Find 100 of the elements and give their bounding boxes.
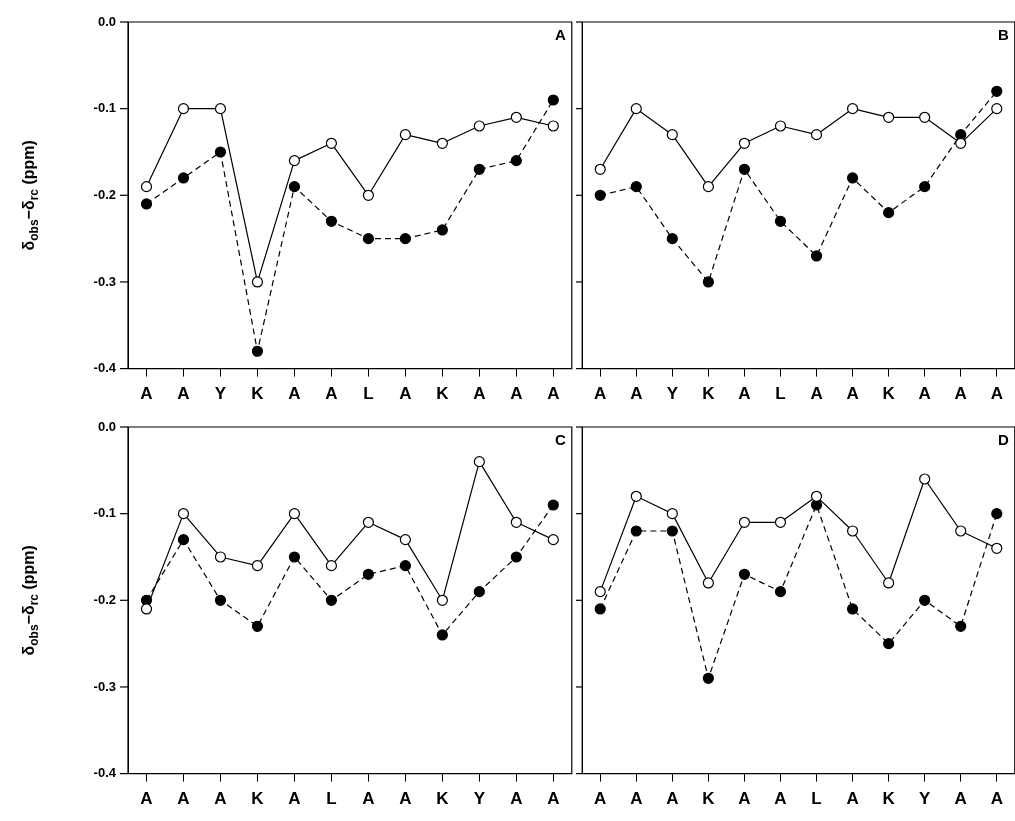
point	[436, 137, 448, 149]
x-tick-label: L	[363, 384, 374, 404]
x-tick-label: K	[882, 384, 896, 404]
point	[214, 103, 227, 115]
x-tick-label: A	[846, 789, 859, 809]
point	[399, 129, 411, 141]
point	[288, 181, 301, 193]
point	[883, 577, 895, 589]
x-tick-label: A	[666, 789, 679, 809]
y-axis-title: δobs−δrc (ppm)	[20, 140, 42, 251]
x-tick-label: K	[702, 789, 716, 809]
point	[362, 233, 374, 245]
point	[288, 508, 301, 520]
point	[774, 120, 787, 132]
chart-title: C	[554, 431, 566, 449]
point	[702, 181, 714, 193]
point	[251, 560, 264, 572]
point	[630, 103, 642, 115]
x-tick-label: A	[918, 384, 931, 404]
point	[883, 638, 895, 650]
x-tick-label: A	[547, 384, 560, 404]
point	[846, 103, 859, 115]
x-tick-label: Y	[214, 384, 227, 404]
point	[362, 568, 374, 580]
x-tick-label: A	[954, 384, 967, 404]
point	[594, 163, 606, 175]
y-tick-label: -0.3	[93, 678, 116, 694]
chart-title: B	[997, 26, 1009, 44]
x-tick-label: L	[775, 384, 786, 404]
point	[547, 534, 559, 546]
point	[774, 586, 787, 598]
point	[810, 129, 823, 141]
x-tick-label: K	[436, 384, 450, 404]
x-tick-label: L	[326, 789, 337, 809]
x-tick-label: Y	[473, 789, 486, 809]
point	[991, 508, 1003, 520]
x-tick-label: A	[990, 789, 1003, 809]
point	[955, 525, 967, 537]
point	[738, 137, 751, 149]
point	[702, 577, 714, 589]
point	[325, 594, 338, 606]
y-tick-label: -0.1	[93, 100, 116, 116]
point	[473, 120, 485, 132]
point	[810, 250, 823, 262]
x-tick-label: A	[214, 789, 227, 809]
chart-title: D	[997, 431, 1009, 449]
x-tick-label: K	[251, 789, 265, 809]
point	[473, 586, 485, 598]
x-tick-label: A	[738, 789, 751, 809]
x-tick-label: A	[399, 384, 412, 404]
point	[214, 146, 227, 158]
point	[594, 189, 606, 201]
point	[630, 525, 642, 537]
point	[883, 111, 895, 123]
point	[510, 516, 522, 528]
point	[991, 103, 1003, 115]
point	[251, 620, 264, 632]
point	[140, 198, 153, 210]
point	[738, 568, 751, 580]
point	[594, 586, 606, 598]
x-tick-label: A	[810, 384, 823, 404]
point	[919, 181, 931, 193]
x-tick-label: A	[473, 384, 486, 404]
point	[738, 516, 751, 528]
point	[846, 172, 859, 184]
x-tick-label: A	[846, 384, 859, 404]
point	[666, 525, 678, 537]
y-tick-label: -0.2	[93, 591, 116, 607]
point	[991, 542, 1003, 554]
point	[251, 345, 264, 357]
x-tick-label: A	[738, 384, 751, 404]
point	[436, 629, 448, 641]
point	[177, 534, 190, 546]
point	[325, 137, 338, 149]
point	[214, 551, 227, 563]
point	[738, 163, 751, 175]
point	[177, 508, 190, 520]
point	[251, 276, 264, 288]
y-tick-label: -0.1	[93, 505, 116, 521]
point	[702, 276, 714, 288]
x-tick-label: A	[399, 789, 412, 809]
y-axis-title: δobs−δrc (ppm)	[20, 545, 42, 656]
y-tick-label: -0.3	[93, 273, 116, 289]
point	[177, 103, 190, 115]
point	[399, 534, 411, 546]
point	[140, 603, 153, 615]
point	[666, 233, 678, 245]
x-tick-label: A	[325, 384, 338, 404]
point	[362, 189, 374, 201]
x-tick-label: A	[990, 384, 1003, 404]
point	[666, 508, 678, 520]
y-tick-label: -0.4	[93, 765, 117, 781]
point	[214, 594, 227, 606]
point	[630, 490, 642, 502]
point	[473, 456, 485, 468]
point	[325, 560, 338, 572]
x-tick-label: A	[288, 384, 301, 404]
point	[399, 560, 411, 572]
x-tick-label: A	[140, 384, 153, 404]
x-tick-label: A	[177, 384, 190, 404]
